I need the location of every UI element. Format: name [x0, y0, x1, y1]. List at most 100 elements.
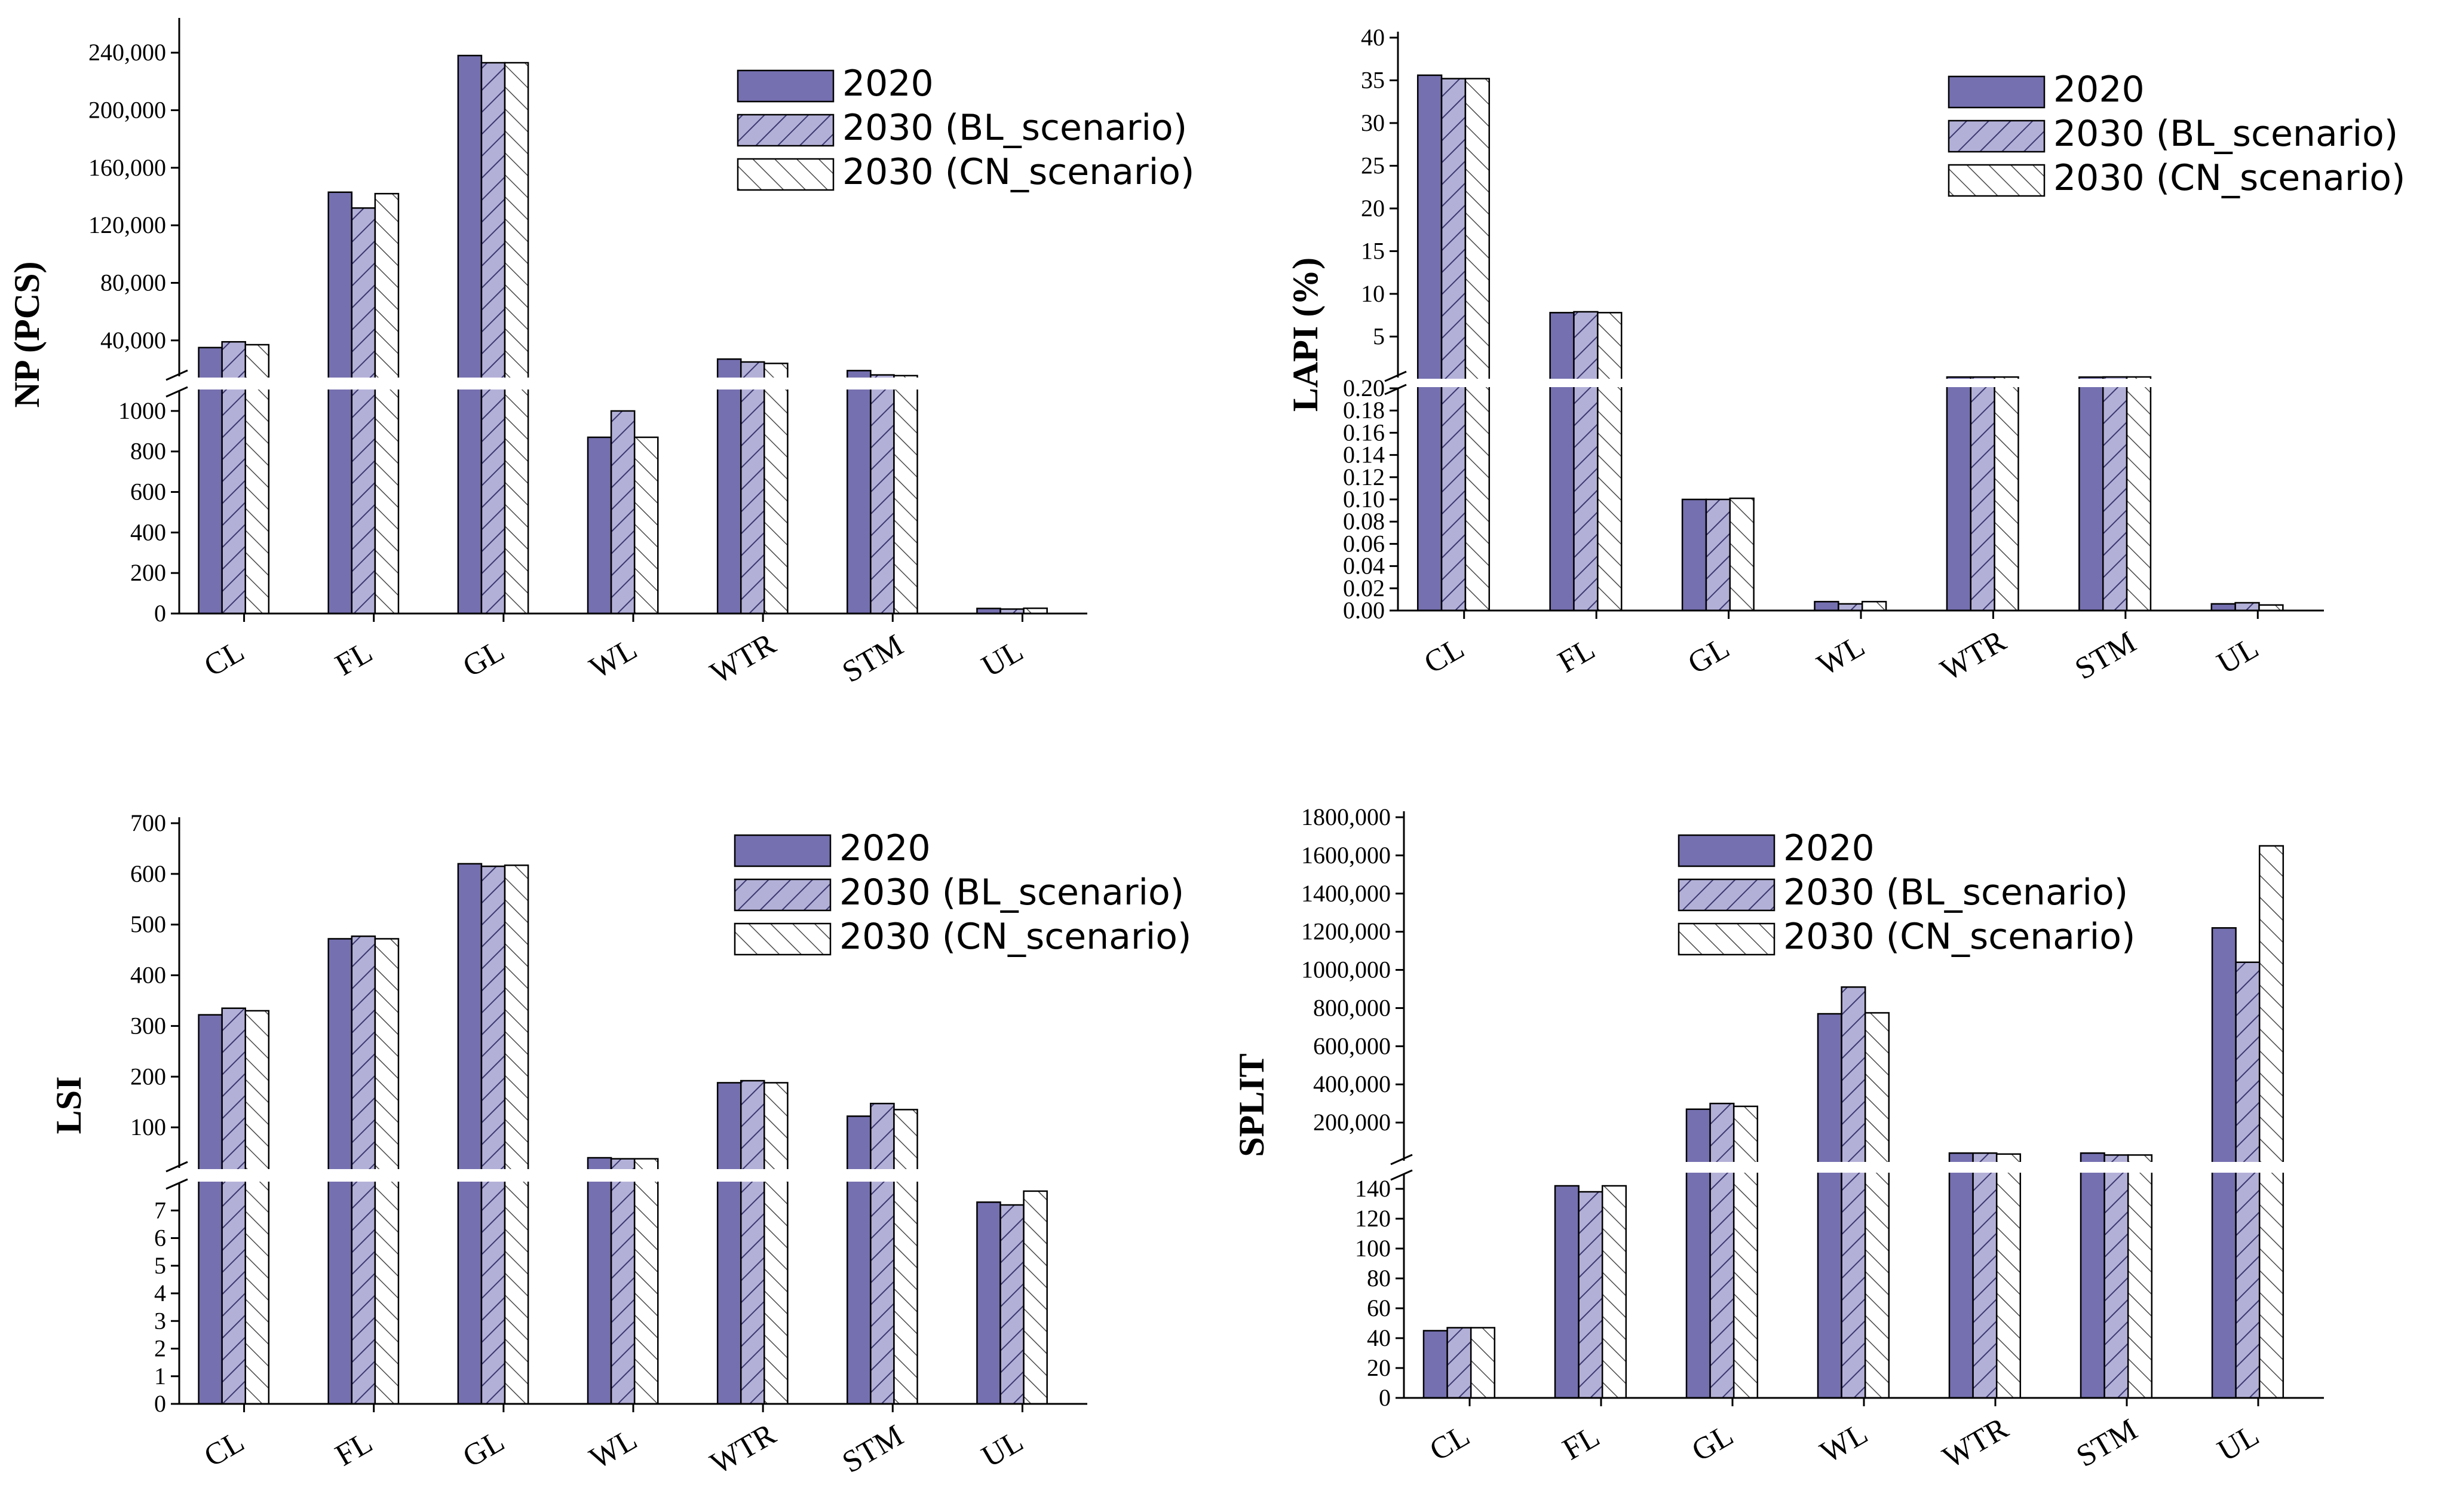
y-tick-label: 0.02 [1343, 575, 1385, 602]
break-mark [165, 386, 188, 398]
bar-wtr-2020 [716, 358, 742, 615]
bar-gl-2020 [457, 863, 483, 1405]
bar-wtr-2020 [716, 1082, 742, 1405]
x-tick-label: STM [2069, 625, 2142, 686]
break-mark [165, 1161, 188, 1173]
x-tick-label: FL [1552, 632, 1600, 680]
y-tick-label: 40 [1361, 24, 1385, 51]
bar-wtr-cn [763, 1082, 789, 1405]
bar-cl-2020 [198, 1014, 223, 1405]
y-tick-label: 200 [130, 559, 166, 586]
x-tick-label: STM [2071, 1412, 2143, 1474]
x-tick-label: UL [2212, 1418, 2265, 1468]
bar-wl-cn [1861, 600, 1887, 612]
bar-fl-cn [374, 192, 400, 615]
x-tick-label: STM [836, 1418, 909, 1480]
y-tick-label: 0 [154, 1390, 166, 1417]
y-tick-label: 0 [154, 600, 166, 627]
panel-split: CL FL GL WL WTR STM UL 0 20 40 60 80 100 120 140 200,00… [1232, 803, 2330, 1475]
x-tick-label: UL [976, 634, 1029, 684]
y-tick-label: 800 [130, 438, 166, 465]
y-tick-label: 700 [130, 809, 166, 836]
y-axis-label: LAPI (%) [1286, 257, 1325, 412]
legend-label-cn: 2030 (CN_scenario) [2053, 157, 2405, 199]
x-tick-label: GL [1682, 631, 1735, 681]
panel-np: CL FL GL WL WTR STM UL 0 200 400 600 800 1000 40,000 8… [7, 18, 1194, 691]
y-tick-label: 100 [130, 1114, 166, 1140]
x-tick-label: WTR [1937, 1411, 2014, 1475]
y-tick-label: 3 [154, 1307, 166, 1334]
x-tick-label: WL [1811, 629, 1870, 683]
y-tick-label: 300 [130, 1012, 166, 1039]
bar-cl-bl [1446, 1327, 1472, 1399]
y-axis-label: LSI [49, 1077, 88, 1134]
y-tick-label: 800,000 [1313, 994, 1391, 1021]
y-tick-label: 100 [1355, 1235, 1391, 1262]
y-tick-label: 2 [154, 1335, 166, 1362]
bar-gl-cn [504, 62, 529, 615]
y-tick-label: 10 [1361, 280, 1385, 307]
bar-wtr-cn [1994, 376, 2019, 612]
y-tick-label: 30 [1361, 109, 1385, 136]
bar-wtr-bl [1972, 1152, 1998, 1399]
y-tick-label: 80 [1367, 1265, 1391, 1292]
bar-wl-cn [633, 1158, 659, 1405]
y-tick-label: 0.18 [1343, 397, 1385, 424]
legend-label-cn: 2030 (CN_scenario) [842, 151, 1194, 193]
break-mark [1384, 384, 1407, 395]
break-mark [1384, 370, 1407, 382]
bar-stm-2020 [847, 1115, 872, 1405]
axis-break-gap [1386, 1162, 2330, 1173]
y-tick-label: 1800,000 [1301, 803, 1391, 830]
bar-cl-2020 [1422, 1330, 1448, 1399]
bar-gl-cn [1732, 1105, 1759, 1399]
bar-wl-2020 [1814, 600, 1839, 612]
bar-stm-cn [893, 1109, 918, 1405]
bar-fl-bl [1573, 311, 1599, 612]
x-tick-label: FL [330, 1425, 378, 1473]
y-tick-label: 40 [1367, 1324, 1391, 1351]
y-tick-label: 0.10 [1343, 486, 1385, 513]
bar-wl-2020 [1817, 1013, 1842, 1399]
y-tick-label: 1200,000 [1301, 918, 1391, 945]
bar-fl-2020 [1549, 312, 1575, 612]
x-tick-label: GL [457, 634, 510, 684]
y-tick-label: 400,000 [1313, 1071, 1391, 1097]
bar-stm-bl [2103, 1154, 2129, 1399]
bar-gl-cn [504, 864, 529, 1405]
y-tick-label: 20 [1367, 1354, 1391, 1381]
bar-fl-cn [1597, 312, 1623, 612]
y-tick-label: 15 [1361, 237, 1385, 264]
y-tick-label: 0.00 [1343, 597, 1385, 624]
bar-wtr-cn [1995, 1153, 2022, 1399]
y-tick-label: 0.20 [1343, 375, 1385, 401]
bar-fl-cn [1601, 1185, 1627, 1399]
x-tick-label: CL [198, 1424, 250, 1474]
y-tick-label: 120 [1355, 1205, 1391, 1232]
bar-wl-bl [1838, 603, 1863, 612]
bar-wtr-cn [763, 363, 789, 615]
legend-swatch-bl [737, 114, 835, 147]
y-tick-label: 600 [130, 860, 166, 887]
bar-cl-bl [221, 1007, 246, 1405]
y-tick-label: 35 [1361, 66, 1385, 93]
legend-label-2020: 2020 [842, 63, 934, 105]
y-tick-label: 80,000 [100, 269, 166, 296]
bar-fl-bl [351, 207, 376, 615]
y-tick-label: 0.14 [1343, 441, 1385, 468]
bar-wl-bl [610, 410, 636, 615]
bar-ul-2020 [976, 1201, 1001, 1405]
y-tick-label: 40,000 [100, 327, 166, 354]
axis-break-gap [1380, 379, 2330, 387]
bar-wl-cn [633, 436, 659, 615]
bar-gl-2020 [1681, 498, 1707, 612]
bar-stm-2020 [2080, 1152, 2105, 1399]
bar-gl-bl [480, 62, 506, 615]
y-tick-label: 400 [130, 519, 166, 545]
y-tick-label: 6 [154, 1225, 166, 1252]
bar-stm-bl [2102, 376, 2128, 612]
x-tick-label: CL [1418, 631, 1470, 680]
bar-cl-2020 [198, 346, 223, 615]
y-tick-label: 1 [154, 1363, 166, 1390]
y-axis-label: NP (PCS) [7, 262, 47, 408]
